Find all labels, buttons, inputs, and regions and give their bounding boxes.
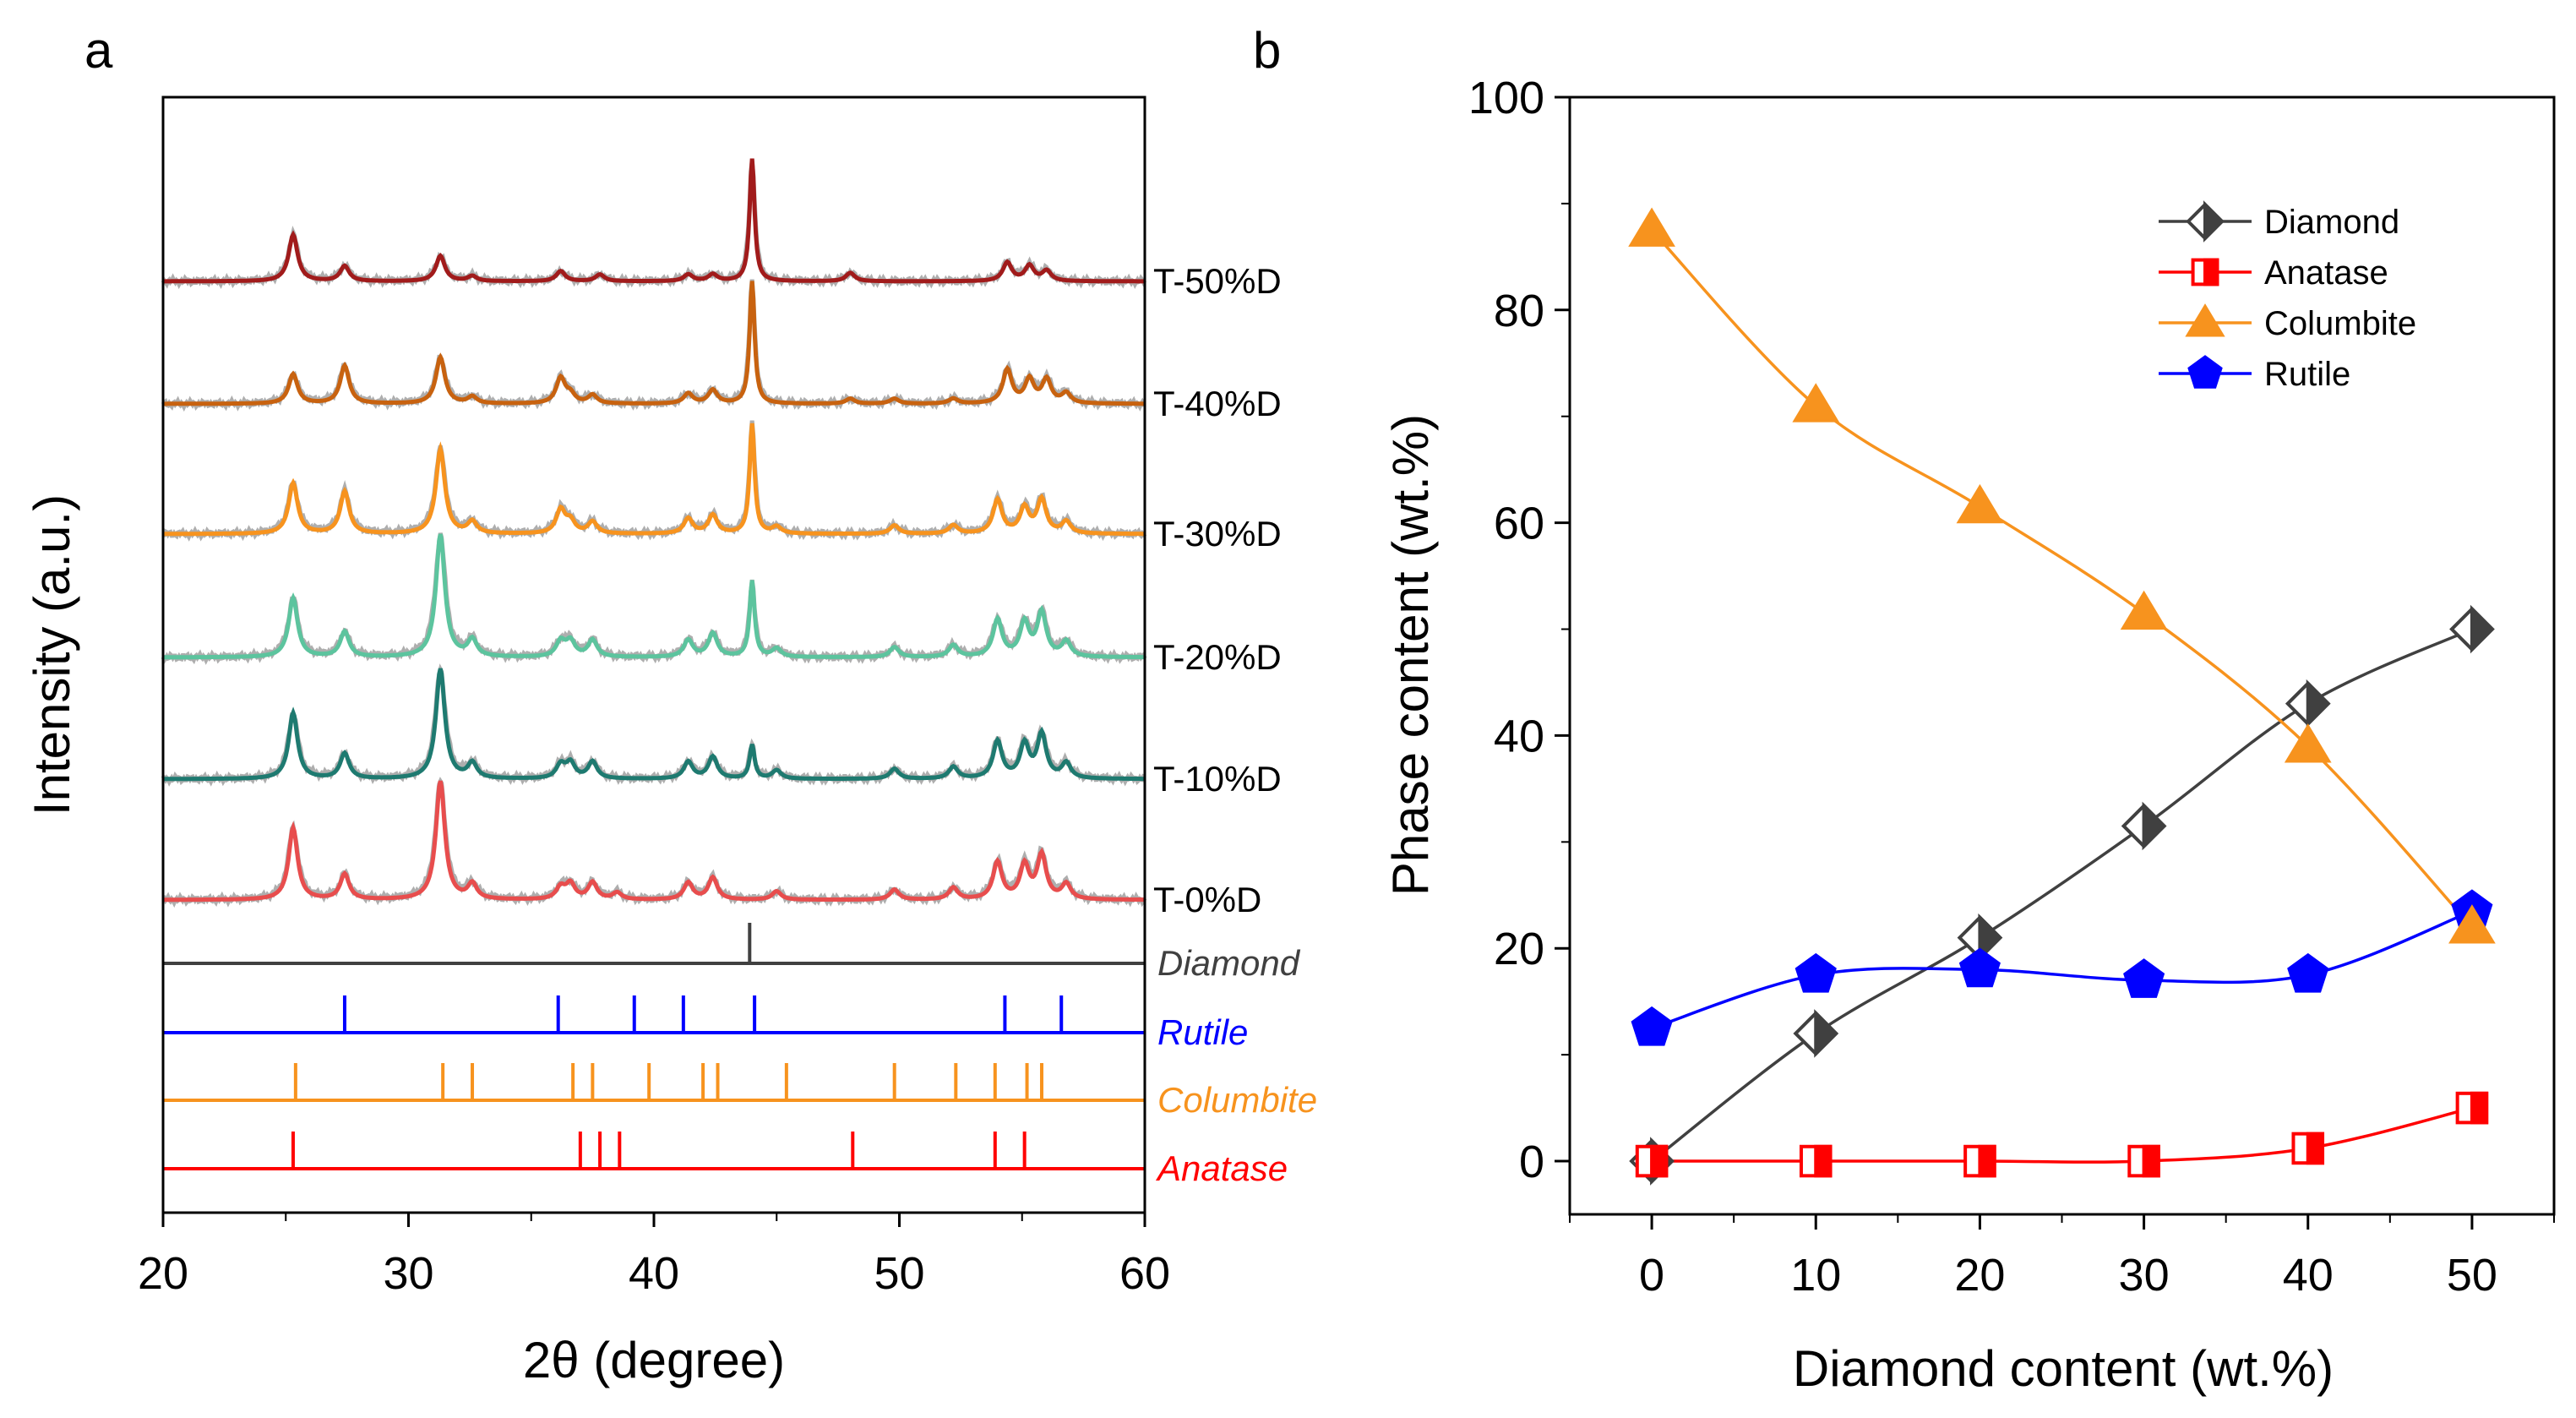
b-x-tick-label-50: 50: [2447, 1250, 2497, 1301]
marker-diamond-40: [2285, 679, 2331, 728]
legend-marker-rutile: [2187, 355, 2223, 389]
marker-rutile-20: [1958, 947, 2001, 988]
observed-trace-5: [161, 161, 1147, 290]
reference-stick-patterns: Diamond Rutile Columbite Anatase: [163, 923, 1317, 1188]
trace-labels: T-0%D T-10%D T-20%D T-30%D T-40%D T-50%D: [1153, 261, 1282, 919]
panel-b-x-ticks: 0 10 20 30 40 50: [1569, 1214, 2555, 1301]
a-x-tick-label-50: 50: [874, 1248, 924, 1299]
b-y-tick-label-80: 80: [1494, 286, 1544, 336]
marker-anatase-40: [2291, 1132, 2325, 1165]
marker-diamond-10: [1793, 1009, 1839, 1058]
phase-markers: [1628, 207, 2496, 1186]
trace-label-4: T-40%D: [1153, 384, 1282, 423]
marker-columbite-20: [1956, 483, 2004, 524]
marker-anatase-20: [1963, 1144, 1996, 1178]
legend: Diamond Anatase Columbite Rutile: [2159, 200, 2416, 393]
line-rutile: [1651, 909, 2473, 1030]
panel-a-x-axis-title: 2θ (degree): [523, 1332, 785, 1388]
legend-marker-anatase: [2191, 258, 2219, 286]
fit-trace-5: [163, 158, 1145, 284]
fit-trace-2: [163, 533, 1145, 660]
trace-label-2: T-20%D: [1153, 637, 1282, 677]
panel-b-x-axis-title: Diamond content (wt.%): [1793, 1340, 2334, 1397]
panel-b-y-axis-title: Phase content (wt.%): [1382, 414, 1439, 896]
marker-columbite-30: [2120, 590, 2168, 630]
marker-diamond-50: [2449, 604, 2495, 654]
trace-label-3: T-30%D: [1153, 514, 1282, 554]
panel-b-label: b: [1253, 22, 1281, 79]
marker-rutile-40: [2287, 952, 2329, 993]
trace-label-5: T-50%D: [1153, 261, 1282, 301]
marker-rutile-10: [1794, 952, 1837, 993]
b-x-tick-label-40: 40: [2283, 1250, 2334, 1301]
panel-b-phase-content: b 0 10 20 30 40 50 0 20 40 60 80 100 Diamond Anatas…: [1253, 22, 2556, 1397]
marker-anatase-30: [2127, 1144, 2160, 1178]
marker-columbite-10: [1792, 383, 1840, 423]
panel-a-y-axis-title: Intensity (a.u.): [24, 494, 80, 815]
fit-trace-4: [163, 281, 1145, 406]
line-diamond: [1651, 627, 2473, 1163]
b-y-tick-label-20: 20: [1494, 924, 1544, 974]
fit-trace-0: [163, 780, 1145, 903]
marker-diamond-20: [1957, 913, 2003, 963]
line-anatase: [1652, 1106, 2473, 1164]
a-x-tick-label-40: 40: [629, 1248, 679, 1299]
legend-label-anatase: Anatase: [2264, 254, 2388, 292]
fit-trace-1: [163, 668, 1145, 782]
b-y-tick-label-60: 60: [1494, 499, 1544, 549]
observed-trace-4: [161, 279, 1146, 412]
b-x-tick-label-30: 30: [2119, 1250, 2170, 1301]
marker-rutile-30: [2123, 958, 2165, 998]
ref-label-columbite: Columbite: [1157, 1080, 1317, 1120]
marker-anatase-10: [1799, 1144, 1833, 1178]
a-x-tick-label-20: 20: [138, 1248, 188, 1299]
a-x-tick-label-60: 60: [1119, 1248, 1170, 1299]
a-x-tick-label-30: 30: [383, 1248, 433, 1299]
marker-columbite-50: [2448, 904, 2496, 944]
b-x-tick-label-0: 0: [1639, 1250, 1664, 1301]
panel-a-label: a: [84, 22, 113, 79]
marker-diamond-30: [2121, 801, 2167, 851]
ref-label-diamond: Diamond: [1157, 943, 1301, 983]
marker-anatase-0: [1635, 1144, 1669, 1178]
xrd-traces: [161, 158, 1147, 908]
legend-label-rutile: Rutile: [2264, 356, 2350, 393]
panel-a-x-ticks: 20 30 40 50 60: [138, 1213, 1170, 1299]
observed-trace-2: [161, 532, 1147, 665]
marker-rutile-0: [1631, 1006, 1673, 1046]
trace-label-1: T-10%D: [1153, 759, 1282, 799]
marker-columbite-40: [2284, 723, 2332, 763]
b-y-tick-label-0: 0: [1519, 1137, 1544, 1187]
ref-label-rutile: Rutile: [1157, 1012, 1248, 1052]
observed-trace-0: [161, 777, 1147, 908]
observed-trace-3: [162, 420, 1147, 542]
legend-marker-columbite: [2185, 303, 2225, 337]
b-x-tick-label-20: 20: [1954, 1250, 2005, 1301]
marker-columbite-0: [1628, 207, 1675, 247]
panel-a-xrd: a Diamond Rutile Columbite Anatase 20 30 40 50…: [24, 22, 1317, 1388]
trace-label-0: T-0%D: [1153, 880, 1261, 919]
fit-trace-3: [163, 423, 1145, 537]
legend-label-diamond: Diamond: [2264, 204, 2399, 241]
line-columbite: [1650, 229, 2474, 929]
marker-anatase-50: [2455, 1091, 2489, 1125]
b-y-tick-label-40: 40: [1494, 711, 1544, 761]
panel-b-y-ticks: 0 20 40 60 80 100: [1468, 73, 1570, 1187]
legend-marker-diamond: [2186, 200, 2225, 243]
b-x-tick-label-10: 10: [1790, 1250, 1841, 1301]
b-y-tick-label-100: 100: [1468, 73, 1544, 123]
phase-lines: [1650, 229, 2474, 1164]
legend-label-columbite: Columbite: [2264, 305, 2416, 342]
ref-label-anatase: Anatase: [1155, 1148, 1288, 1188]
observed-trace-1: [161, 663, 1146, 787]
